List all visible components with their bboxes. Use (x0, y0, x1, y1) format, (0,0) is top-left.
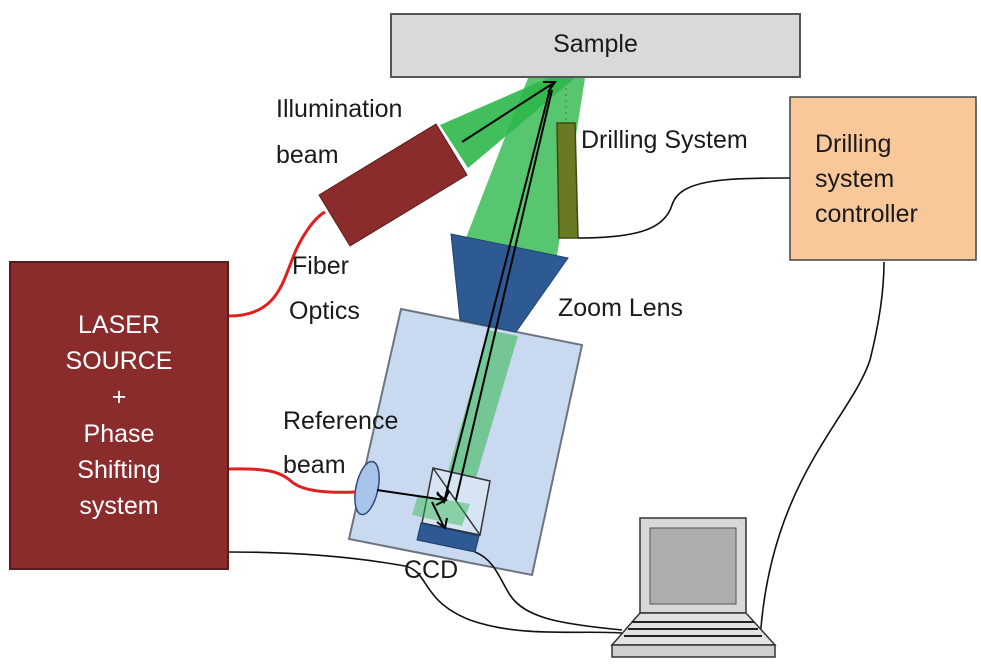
illumination-label-line2: beam (276, 141, 339, 169)
object-beam (466, 78, 585, 262)
object-beam-inner (440, 330, 518, 505)
laptop-icon (610, 517, 777, 658)
fiber-optic-cable (228, 210, 326, 318)
drilling-system-label: Drilling System (581, 126, 748, 154)
illumination-label-line1: Illumination (276, 95, 403, 123)
laser-line-1: LASER (78, 310, 160, 339)
laser-line-3: + (111, 383, 127, 412)
reference-fiber (228, 467, 357, 494)
cube-beam (412, 495, 470, 526)
reference-label-line2: beam (283, 451, 346, 479)
cables (228, 177, 885, 641)
laser-line-6: system (79, 492, 159, 520)
laser-line-4: Phase (83, 419, 155, 448)
drilling-bar (556, 122, 579, 239)
illumination-head (318, 123, 468, 247)
zoom-lens-label: Zoom Lens (558, 294, 684, 322)
fiber-label-line2: Optics (289, 297, 360, 325)
sample-box (390, 13, 801, 78)
controller-line-3: controller (815, 199, 918, 228)
reference-label-line1: Reference (283, 407, 399, 435)
laser-line-5: Shifting (77, 455, 161, 484)
controller-label: Drilling system controller (815, 106, 971, 252)
ray-arrows (376, 81, 557, 530)
zoom-lens (450, 233, 569, 333)
fiber-label-line1: Fiber (292, 252, 349, 280)
controller-line-1: Drilling (815, 129, 892, 158)
controller-line-2: system (815, 164, 895, 193)
laser-source-box (9, 261, 229, 570)
ccd-label: CCD (404, 556, 459, 584)
laser-source-label: LASER SOURCE + Phase Shifting system (10, 268, 228, 563)
controller-box (789, 96, 977, 261)
sample-label: Sample (553, 30, 638, 58)
laser-line-2: SOURCE (65, 347, 173, 375)
beam-splitter-diagonal (432, 467, 481, 536)
